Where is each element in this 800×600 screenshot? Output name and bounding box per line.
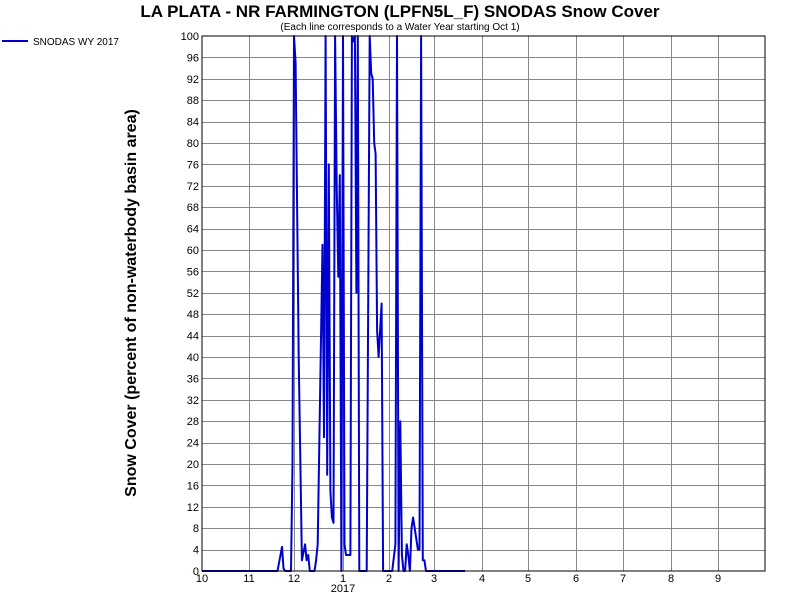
x-tick-label: 8 <box>668 573 674 585</box>
y-tick-label: 24 <box>187 438 199 450</box>
x-tick-label: 7 <box>620 573 626 585</box>
x-tick-label: 12 <box>288 573 300 585</box>
y-tick-label: 8 <box>193 523 199 535</box>
y-tick-label: 44 <box>187 331 199 343</box>
y-axis: 0481216202428323640444852566064687276808… <box>181 31 199 578</box>
y-tick-label: 52 <box>187 288 199 300</box>
y-tick-label: 64 <box>187 224 199 236</box>
x-tick-label: 10 <box>196 573 208 585</box>
x-tick-label: 4 <box>479 573 485 585</box>
x-tick-label: 2 <box>386 573 392 585</box>
y-tick-label: 16 <box>187 480 199 492</box>
x-tick-label: 3 <box>431 573 437 585</box>
x-tick-label: 6 <box>573 573 579 585</box>
chart-title: LA PLATA - NR FARMINGTON (LPFN5L_F) SNOD… <box>140 2 660 21</box>
chart-subtitle: (Each line corresponds to a Water Year s… <box>280 22 519 33</box>
y-tick-label: 32 <box>187 395 199 407</box>
y-tick-label: 76 <box>187 159 199 171</box>
y-tick-label: 20 <box>187 459 199 471</box>
x-year-label: 2017 <box>331 583 355 595</box>
y-tick-label: 0 <box>193 566 199 578</box>
y-tick-label: 72 <box>187 181 199 193</box>
y-tick-label: 60 <box>187 245 199 257</box>
y-tick-label: 40 <box>187 352 199 364</box>
y-tick-label: 88 <box>187 95 199 107</box>
y-tick-label: 48 <box>187 309 199 321</box>
x-axis: 10 11 12 1 2 3 4 5 6 7 8 9 <box>196 573 721 585</box>
x-tick-label: 9 <box>715 573 721 585</box>
y-tick-label: 92 <box>187 74 199 86</box>
y-tick-label: 4 <box>193 545 199 557</box>
legend: SNODAS WY 2017 <box>2 37 119 48</box>
y-axis-label: Snow Cover (percent of non-waterbody bas… <box>123 109 140 497</box>
y-tick-label: 84 <box>187 117 199 129</box>
x-tick-label: 5 <box>525 573 531 585</box>
y-tick-label: 68 <box>187 202 199 214</box>
plot-frame <box>201 35 766 572</box>
plot-area <box>202 35 465 572</box>
y-tick-label: 80 <box>187 138 199 150</box>
y-tick-label: 96 <box>187 52 199 64</box>
x-tick-label: 11 <box>243 573 254 585</box>
x-tick-label: 1 <box>340 573 346 585</box>
y-tick-label: 12 <box>187 502 199 514</box>
y-tick-label: 56 <box>187 266 199 278</box>
grid <box>202 36 765 571</box>
y-tick-label: 36 <box>187 373 199 385</box>
y-tick-label: 28 <box>187 416 199 428</box>
legend-label: SNODAS WY 2017 <box>33 37 119 48</box>
y-tick-label: 100 <box>181 31 199 43</box>
series-line <box>202 35 465 572</box>
